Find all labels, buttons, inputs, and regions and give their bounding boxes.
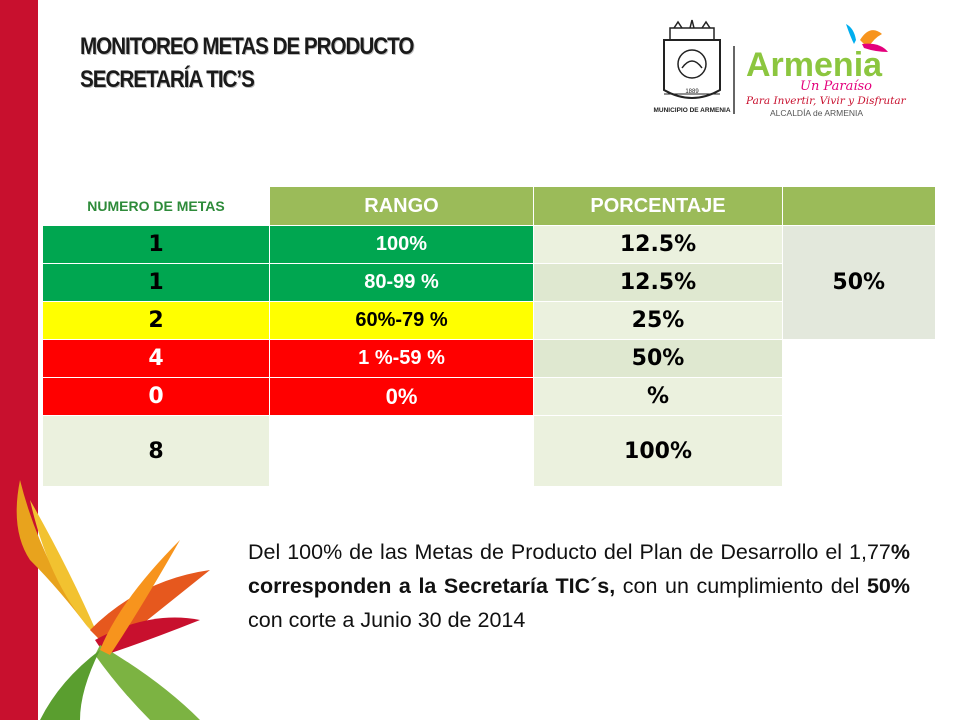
brand-slogan: Para Invertir, Vivir y Disfrutar [745,95,907,107]
summary-part-3: con un cumplimiento del [615,574,867,598]
cell-total-percent: 100% [533,415,783,487]
table-row: 1 80-99 % 12.5% [42,263,936,302]
metas-table: NUMERO DE METAS RANGO PORCENTAJE 1 100% … [42,186,936,487]
cell-range: 80-99 % [269,263,534,302]
header-porcentaje: PORCENTAJE [533,186,783,226]
cell-count: 0 [42,377,270,416]
summary-part-4: 50% [866,574,910,598]
brand-office: ALCALDÍA de ARMENIA [770,108,863,118]
header-rango: RANGO [269,186,534,226]
cell-range: 60%-79 % [269,301,534,340]
table-row: 0 0% % [42,377,935,416]
left-red-bar [0,0,38,720]
summary-part-2: % corresponden a la Secretaría TIC´s, [248,540,910,598]
cell-range: 0% [269,377,534,416]
seal-year: 1889 [685,89,699,95]
seal-caption: MUNICIPIO DE ARMENIA [653,107,730,114]
summary-part-1: Del 100% de las Metas de Producto del Pl… [248,540,891,564]
flower-decoration [16,480,210,720]
cell-blank [782,415,935,487]
cell-merged-percent: 50% [782,225,936,340]
cell-blank [782,377,935,416]
cell-total-range-empty [269,415,534,487]
table-total-row: 8 100% [42,415,935,487]
cell-percent: 25% [533,301,783,340]
brand-name: Armenia [746,46,883,84]
cell-percent: % [533,377,783,416]
cell-total-count: 8 [42,415,270,487]
municipal-seal-logo: 1889 MUNICIPIO DE ARMENIA [653,19,731,114]
cell-percent: 50% [533,339,783,378]
table-header-row: NUMERO DE METAS RANGO PORCENTAJE [42,186,935,226]
logos-svg: 1889 MUNICIPIO DE ARMENIA Armenia Un Par… [653,19,907,118]
header-blank [782,186,935,226]
brand-tagline: Un Paraíso [800,79,872,94]
cell-count: 1 [42,263,270,302]
cell-count: 4 [42,339,270,378]
cell-count: 1 [42,225,270,264]
page-title: MONITOREO METAS DE PRODUCTO SECRETARÍA T… [80,30,468,96]
title-line-2: SECRETARÍA TIC’S [80,66,255,93]
cell-count: 2 [42,301,270,340]
table-row: 2 60%-79 % 25% [42,301,936,340]
armenia-brand-logo: Armenia Un Paraíso Para Invertir, Vivir … [745,24,907,118]
title-line-1: MONITOREO METAS DE PRODUCTO [80,33,414,60]
cell-percent: 12.5% [533,225,783,264]
table-row: 1 100% 12.5% 50% [42,225,936,340]
cell-percent: 12.5% [533,263,783,302]
logos-area: 1889 MUNICIPIO DE ARMENIA Armenia Un Par… [650,18,910,123]
summary-paragraph: Del 100% de las Metas de Producto del Pl… [248,535,910,637]
cell-range: 100% [269,225,534,264]
cell-blank [782,339,935,378]
summary-part-5: con corte a Junio 30 de 2014 [248,608,526,632]
cell-range: 1 %-59 % [269,339,534,378]
header-numero-metas: NUMERO DE METAS [42,186,270,226]
table-row: 4 1 %-59 % 50% [42,339,935,378]
